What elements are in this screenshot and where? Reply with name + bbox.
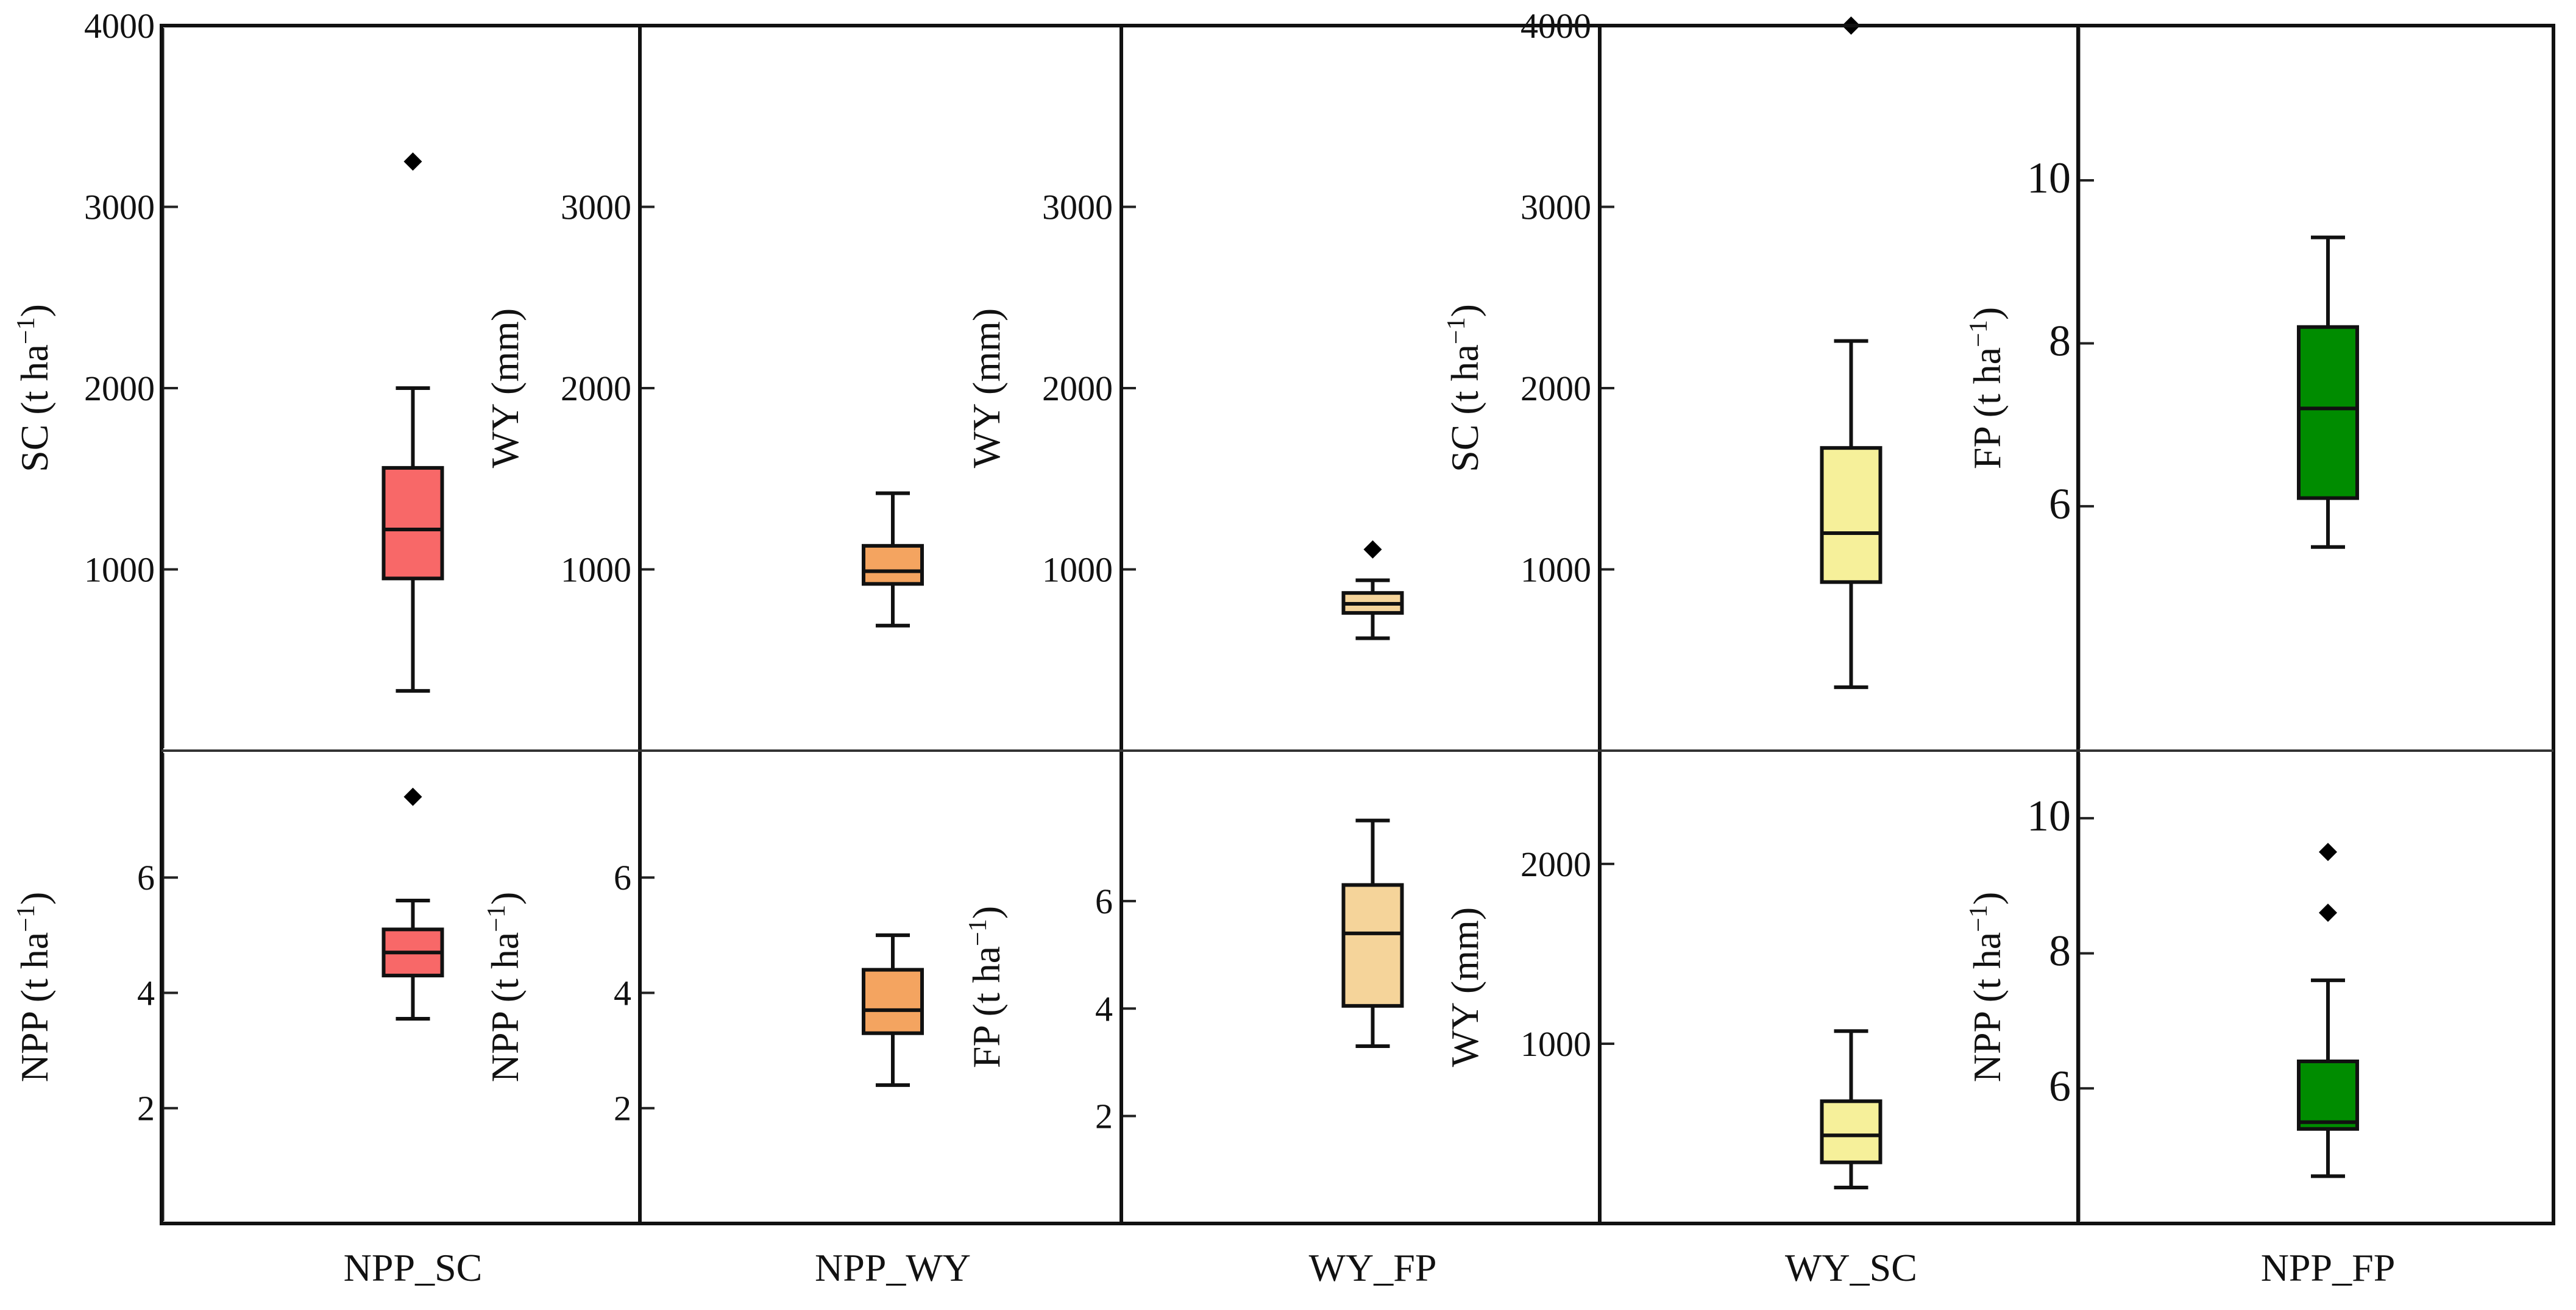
y-tick-label: 3000: [1520, 188, 1591, 227]
outlier-point: [1363, 540, 1382, 559]
y-axis-label: NPP (t ha−1): [483, 892, 527, 1083]
y-axis-label: FP (t ha−1): [964, 906, 1008, 1068]
y-tick-label: 6: [137, 858, 155, 898]
iqr-box: [1820, 1099, 1882, 1164]
column-label: NPP_SC: [344, 1246, 483, 1289]
y-tick-label: 4000: [84, 6, 155, 46]
iqr-box: [1820, 446, 1882, 584]
frame-layer: [160, 24, 2555, 1225]
y-tick-label: 6: [2049, 1061, 2071, 1110]
y-axis-label: WY (mm): [965, 308, 1008, 468]
y-tick-label: 2000: [1520, 369, 1591, 408]
y-tick-label: 2: [614, 1089, 631, 1128]
y-tick-label: 1000: [1520, 550, 1591, 590]
y-axis-label: NPP (t ha−1): [12, 892, 56, 1083]
iqr-box: [2297, 325, 2359, 500]
y-tick-label: 6: [1095, 882, 1113, 921]
y-tick-label: 2000: [561, 369, 631, 408]
iqr-box: [381, 466, 444, 581]
y-tick-label: 3000: [1042, 188, 1113, 227]
column-label: NPP_WY: [815, 1246, 971, 1289]
y-axis-label: FP (t ha−1): [1965, 307, 2009, 469]
y-tick-label: 1000: [561, 550, 631, 590]
y-tick-label: 3000: [561, 188, 631, 227]
y-tick-label: 4: [614, 973, 631, 1013]
y-tick-label: 2: [1095, 1097, 1113, 1136]
iqr-box: [862, 543, 924, 586]
iqr-box: [2297, 1059, 2359, 1131]
outlier-point: [403, 152, 422, 171]
column-labels: NPP_SC NPP_WY WY_FP WY_SC NPP_FP: [344, 1246, 2396, 1289]
panel-npp-sc-top: 1000 2000 3000 4000 SC (t ha−1): [12, 6, 444, 748]
y-tick-label: 4: [1095, 989, 1113, 1029]
column-label: WY_FP: [1309, 1246, 1437, 1289]
y-tick-label: 8: [2049, 316, 2071, 365]
y-tick-label: 2000: [1520, 844, 1591, 884]
y-tick-label: 2000: [1042, 369, 1113, 408]
y-tick-label: 10: [2027, 791, 2071, 840]
iqr-box: [1341, 883, 1404, 1008]
y-axis-label: SC (t ha−1): [12, 304, 56, 472]
y-tick-label: 1000: [84, 550, 155, 590]
panel-wy-sc-bottom: 1000 2000 WY (mm): [1443, 753, 1882, 1221]
column-label: WY_SC: [1785, 1246, 1917, 1289]
outlier-point: [403, 787, 422, 806]
y-axis-label: WY (mm): [483, 308, 527, 468]
outlier-point: [2319, 904, 2337, 922]
y-axis-label: SC (t ha−1): [1442, 304, 1486, 472]
panel-npp-wy-top: 1000 2000 3000 WY (mm): [483, 28, 924, 748]
y-tick-label: 3000: [84, 188, 155, 227]
y-tick-label: 8: [2049, 927, 2071, 975]
panel-npp-sc-bottom: 2 4 6 NPP (t ha−1): [12, 753, 444, 1221]
y-tick-label: 10: [2027, 154, 2071, 202]
y-tick-label: 2000: [84, 369, 155, 408]
y-axis-label: NPP (t ha−1): [1965, 892, 2009, 1083]
panels-layer: 1000 2000 3000 4000 SC (t ha−1) 1000 2000 3000 W…: [12, 6, 2359, 1221]
y-axis-label: WY (mm): [1443, 907, 1486, 1067]
y-tick-label: 6: [614, 858, 631, 898]
y-tick-label: 1000: [1042, 550, 1113, 590]
column-label: NPP_FP: [2261, 1246, 2396, 1289]
iqr-box: [862, 968, 924, 1035]
y-tick-label: 4: [137, 973, 155, 1013]
figure-frame: [160, 24, 2555, 1225]
y-tick-label: 1000: [1520, 1024, 1591, 1064]
panel-npp-fp-bottom: 6 8 10 NPP (t ha−1): [1965, 753, 2359, 1221]
y-tick-label: 6: [2049, 480, 2071, 528]
panel-npp-fp-top: 6 8 10 FP (t ha−1): [1965, 28, 2359, 748]
outlier-point: [2319, 843, 2337, 862]
y-tick-label: 2: [137, 1089, 155, 1128]
panel-wy-fp-top: 1000 2000 3000 WY (mm): [965, 28, 1404, 748]
panel-npp-wy-bottom: 2 4 6 NPP (t ha−1): [483, 753, 924, 1221]
panel-wy-fp-bottom: 2 4 6 FP (t ha−1): [964, 753, 1404, 1221]
